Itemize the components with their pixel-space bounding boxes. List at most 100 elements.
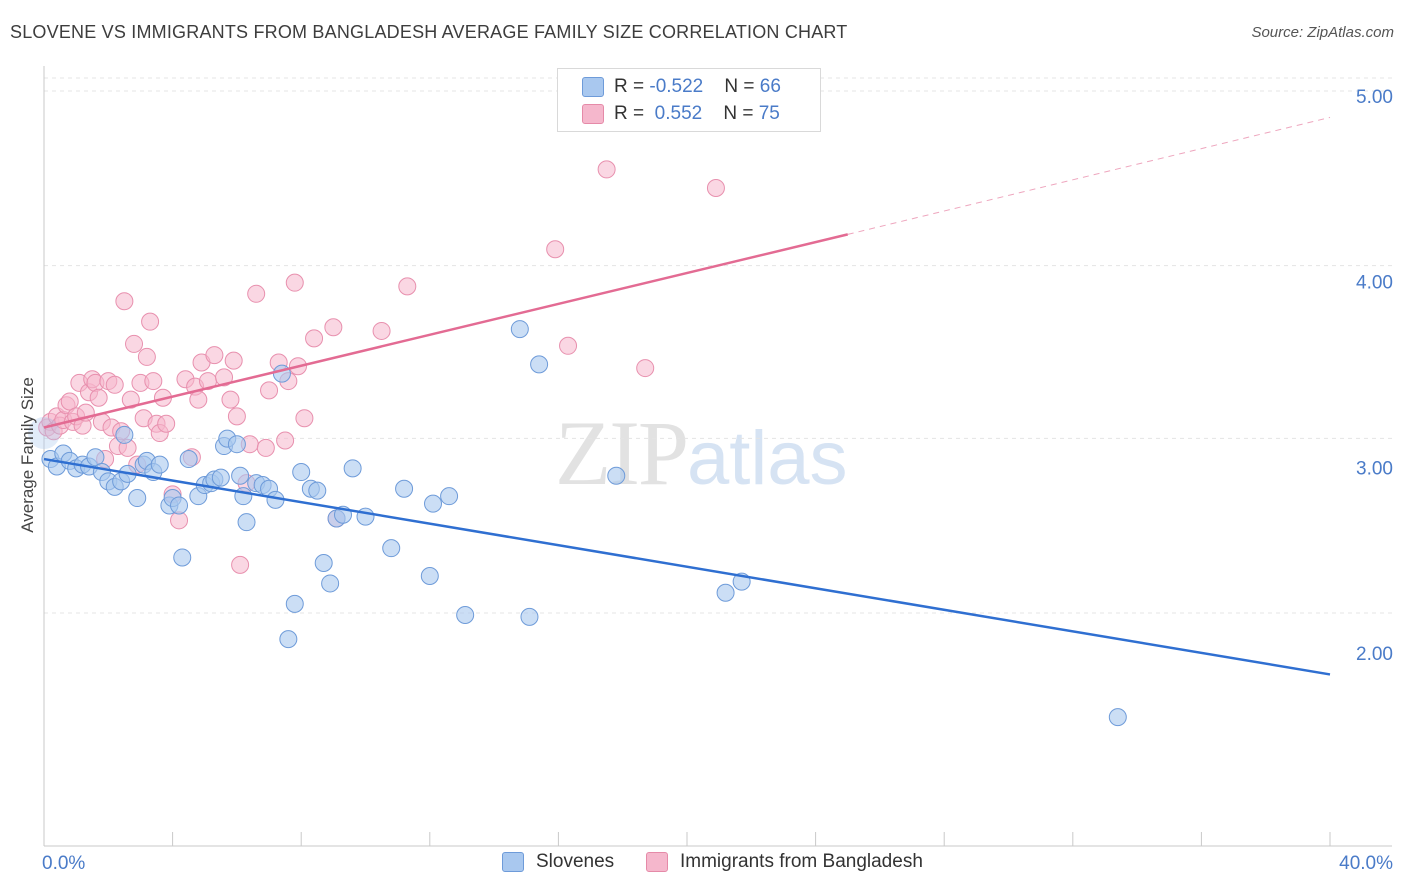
slovene-point xyxy=(150,455,169,474)
legend-item-slovenes: Slovenes xyxy=(502,851,614,873)
x-tick-label: 0.0% xyxy=(42,853,85,874)
slovene-point xyxy=(231,466,250,485)
legend-text-slovenes: R = -0.522 N = 66 xyxy=(614,76,781,98)
bangladesh-point xyxy=(89,388,108,407)
chart-source: Source: ZipAtlas.com xyxy=(1251,24,1394,41)
bangladesh-point xyxy=(285,273,304,292)
legend-label-bangladesh: Immigrants from Bangladesh xyxy=(680,851,923,872)
slovene-point xyxy=(530,355,549,374)
bangladesh-point xyxy=(215,368,234,387)
bangladesh-point xyxy=(256,438,275,457)
y-tick-label: 2.00 xyxy=(1356,644,1393,665)
watermark-zip: ZIP xyxy=(555,402,689,504)
slovene-point xyxy=(607,466,626,485)
n-label: N = xyxy=(724,76,760,97)
slovene-point xyxy=(128,489,147,508)
slovene-point xyxy=(456,606,475,625)
bangladesh-point xyxy=(276,431,295,450)
chart-title: SLOVENE VS IMMIGRANTS FROM BANGLADESH AV… xyxy=(10,22,848,42)
x-tick-labels: 0.0% 40.0% xyxy=(42,853,1393,874)
grid-lines xyxy=(44,77,1392,614)
y-tick-label: 5.00 xyxy=(1356,87,1393,108)
bangladesh-point xyxy=(706,178,725,197)
slovene-point xyxy=(173,548,192,567)
slovene-point xyxy=(211,468,230,487)
bangladesh-point xyxy=(141,312,160,331)
slovene-point xyxy=(382,539,401,558)
bangladesh-point xyxy=(247,284,266,303)
n-value-bangladesh: 75 xyxy=(758,103,780,124)
slovene-point xyxy=(424,494,443,513)
r-label: R = xyxy=(614,76,650,97)
bangladesh-point xyxy=(189,390,208,409)
x-axis-ticks xyxy=(43,832,1331,846)
series-bangladesh-points xyxy=(38,160,725,574)
legend-swatch-bangladesh xyxy=(646,852,668,872)
bangladesh-point xyxy=(105,375,124,394)
r-label: R = xyxy=(614,103,650,124)
bangladesh-point xyxy=(221,390,240,409)
slovene-point xyxy=(115,425,134,444)
bangladesh-point xyxy=(597,160,616,179)
bangladesh-point xyxy=(260,381,279,400)
slovene-point xyxy=(227,435,246,454)
bangladesh-point xyxy=(205,346,224,365)
r-value-slovenes: -0.522 xyxy=(649,76,704,97)
bangladesh-point xyxy=(559,336,578,355)
bangladesh-point xyxy=(546,240,565,259)
slovene-point xyxy=(716,583,735,602)
slovene-point xyxy=(420,567,439,586)
zipatlas-watermark: ZIPatlas xyxy=(555,400,848,506)
trend-lines xyxy=(43,116,1331,676)
slovene-point xyxy=(510,320,529,339)
slovene-point xyxy=(237,513,256,532)
legend-swatch-blue xyxy=(582,77,604,97)
series-legend: Slovenes Immigrants from Bangladesh xyxy=(0,851,1406,877)
bangladesh-point xyxy=(121,390,140,409)
r-value-bangladesh: 0.552 xyxy=(649,103,703,124)
bangladesh-point xyxy=(227,407,246,426)
slovene-point xyxy=(285,594,304,613)
slovene-point xyxy=(395,479,414,498)
y-tick-label: 4.00 xyxy=(1356,273,1393,294)
bangladesh-point xyxy=(157,414,176,433)
watermark-atlas: atlas xyxy=(687,416,848,501)
legend-swatch-pink xyxy=(582,104,604,124)
slovene-point xyxy=(308,481,327,500)
correlation-legend: R = -0.522 N = 66 R = 0.552 N = 75 xyxy=(557,68,821,132)
y-tick-labels: 2.00 3.00 4.00 5.00 xyxy=(1356,87,1393,665)
slovene-point xyxy=(343,459,362,478)
slovene-point xyxy=(321,574,340,593)
bangladesh-point xyxy=(60,392,79,411)
bangladesh-point xyxy=(372,321,391,340)
bangladesh-trend-extension xyxy=(847,116,1331,235)
bangladesh-point xyxy=(636,359,655,378)
legend-label-slovenes: Slovenes xyxy=(536,851,615,872)
x-tick-label: 40.0% xyxy=(1339,853,1393,874)
legend-text-bangladesh: R = 0.552 N = 75 xyxy=(614,103,780,125)
bangladesh-point xyxy=(305,329,324,348)
slovene-point xyxy=(314,554,333,573)
n-label: N = xyxy=(723,103,759,124)
slovenes-trend-line xyxy=(43,457,1331,676)
bangladesh-point xyxy=(125,334,144,353)
slovene-point xyxy=(520,607,539,626)
bangladesh-point xyxy=(295,409,314,428)
slovene-point xyxy=(1108,708,1127,727)
bangladesh-trend-line xyxy=(43,233,849,429)
legend-item-bangladesh: Immigrants from Bangladesh xyxy=(646,851,923,873)
legend-swatch-slovenes xyxy=(502,852,524,872)
slovene-point xyxy=(170,496,189,515)
bangladesh-point xyxy=(144,372,163,391)
y-tick-label: 3.00 xyxy=(1356,458,1393,479)
slovene-point xyxy=(179,450,198,469)
slovene-point xyxy=(440,487,459,506)
slovene-point xyxy=(86,448,105,467)
slovene-point xyxy=(292,463,311,482)
bangladesh-point xyxy=(398,277,417,296)
bangladesh-point xyxy=(324,318,343,337)
y-axis-label: Average Family Size xyxy=(18,377,37,533)
slovene-point xyxy=(279,630,298,649)
bangladesh-point xyxy=(224,351,243,370)
